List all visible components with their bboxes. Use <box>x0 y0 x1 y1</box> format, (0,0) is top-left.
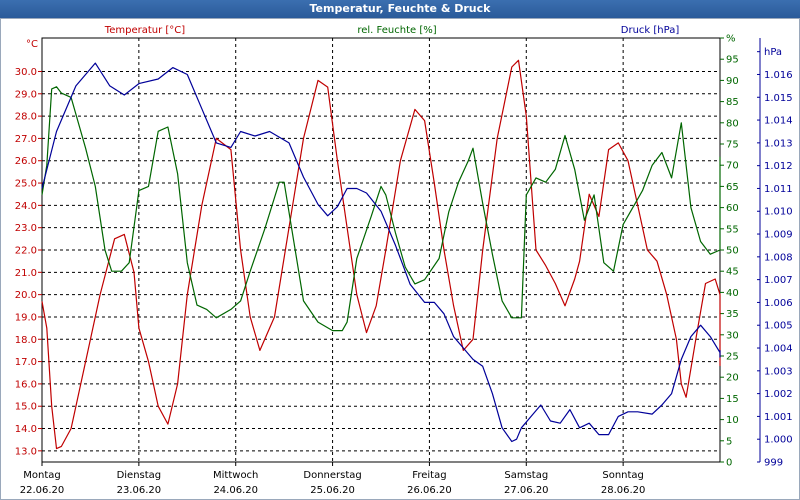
temp-unit-label: °C <box>26 39 38 50</box>
temp-tick-label: 28.0 <box>15 112 37 123</box>
humidity-tick-label: 5 <box>726 436 732 447</box>
humidity-tick-label: 55 <box>726 224 739 235</box>
temp-tick-label: 24.0 <box>15 201 37 212</box>
humidity-tick-label: 75 <box>726 140 739 151</box>
humidity-tick-label: 0 <box>726 458 732 469</box>
pressure-tick-label: 1.002 <box>764 389 793 400</box>
humidity-tick-label: 85 <box>726 97 739 108</box>
pressure-tick-label: 1.011 <box>764 184 793 195</box>
pressure-tick-label: 1.008 <box>764 252 793 263</box>
pressure-series-line <box>41 62 721 443</box>
pressure-tick-label: 1.001 <box>764 412 793 423</box>
pressure-tick-label: 999 <box>764 458 783 469</box>
humidity-tick-label: 50 <box>726 246 739 257</box>
pressure-tick-label: 1.016 <box>764 70 793 81</box>
temp-tick-label: 25.0 <box>15 179 37 190</box>
date-label: 28.06.20 <box>601 485 646 496</box>
temp-tick-label: 21.0 <box>15 268 37 279</box>
humidity-tick-label: 80 <box>726 118 739 129</box>
temp-tick-label: 13.0 <box>15 446 37 457</box>
temp-tick-label: 30.0 <box>15 67 37 78</box>
temperature-axis-title: Temperatur [°C] <box>104 25 185 36</box>
temp-tick-label: 22.0 <box>15 246 37 257</box>
humidity-tick-label: 95 <box>726 55 739 66</box>
pressure-tick-label: 1.000 <box>764 435 793 446</box>
humidity-tick-label: 65 <box>726 182 739 193</box>
humidity-axis-title: rel. Feuchte [%] <box>357 25 436 36</box>
pressure-tick-label: 1.012 <box>764 161 793 172</box>
humidity-tick-label: 10 <box>726 415 739 426</box>
humidity-tick-label: 15 <box>726 394 739 405</box>
humidity-tick-label: 40 <box>726 288 739 299</box>
day-label: Montag <box>23 470 60 481</box>
humidity-tick-label: 35 <box>726 309 739 320</box>
humidity-tick-label: 20 <box>726 373 739 384</box>
day-label: Dienstag <box>117 470 162 481</box>
humidity-tick-label: 45 <box>726 267 739 278</box>
humidity-tick-label: 25 <box>726 352 739 363</box>
day-label: Donnerstag <box>303 470 361 481</box>
pressure-tick-label: 1.007 <box>764 275 793 286</box>
date-label: 24.06.20 <box>213 485 258 496</box>
date-label: 22.06.20 <box>20 485 65 496</box>
temp-tick-label: 16.0 <box>15 379 37 390</box>
temp-tick-label: 18.0 <box>15 335 37 346</box>
date-label: 26.06.20 <box>407 485 452 496</box>
humidity-tick-label: % <box>726 34 736 45</box>
pressure-tick-label: 1.003 <box>764 366 793 377</box>
temp-tick-label: 20.0 <box>15 290 37 301</box>
temp-tick-label: 26.0 <box>15 156 37 167</box>
pressure-tick-label: 1.010 <box>764 207 793 218</box>
date-label: 27.06.20 <box>504 485 549 496</box>
temp-tick-label: 27.0 <box>15 134 37 145</box>
temp-tick-label: 19.0 <box>15 312 37 323</box>
humidity-tick-label: 30 <box>726 330 739 341</box>
pressure-axis-title: Druck [hPa] <box>621 25 680 36</box>
temp-tick-label: 15.0 <box>15 402 37 413</box>
humidity-tick-label: 70 <box>726 161 739 172</box>
pressure-tick-label: 1.015 <box>764 93 793 104</box>
pressure-tick-label: hPa <box>764 47 782 58</box>
date-label: 23.06.20 <box>117 485 162 496</box>
day-label: Freitag <box>412 470 446 481</box>
day-label: Sonntag <box>602 470 644 481</box>
temp-tick-label: 14.0 <box>15 424 37 435</box>
day-label: Mittwoch <box>213 470 258 481</box>
pressure-tick-label: 1.006 <box>764 298 793 309</box>
temp-tick-label: 29.0 <box>15 89 37 100</box>
humidity-tick-label: 60 <box>726 203 739 214</box>
humidity-tick-label: 90 <box>726 76 739 87</box>
pressure-tick-label: 1.009 <box>764 230 793 241</box>
pressure-tick-label: 1.013 <box>764 138 793 149</box>
pressure-tick-label: 1.004 <box>764 344 793 355</box>
temperature-series-line <box>41 59 721 450</box>
chart-title: Temperatur, Feuchte & Druck <box>0 0 800 18</box>
date-label: 25.06.20 <box>310 485 355 496</box>
temp-tick-label: 17.0 <box>15 357 37 368</box>
pressure-tick-label: 1.005 <box>764 321 793 332</box>
day-label: Samstag <box>504 470 548 481</box>
pressure-tick-label: 1.014 <box>764 116 793 127</box>
humidity-series-line <box>41 86 721 332</box>
temp-tick-label: 23.0 <box>15 223 37 234</box>
